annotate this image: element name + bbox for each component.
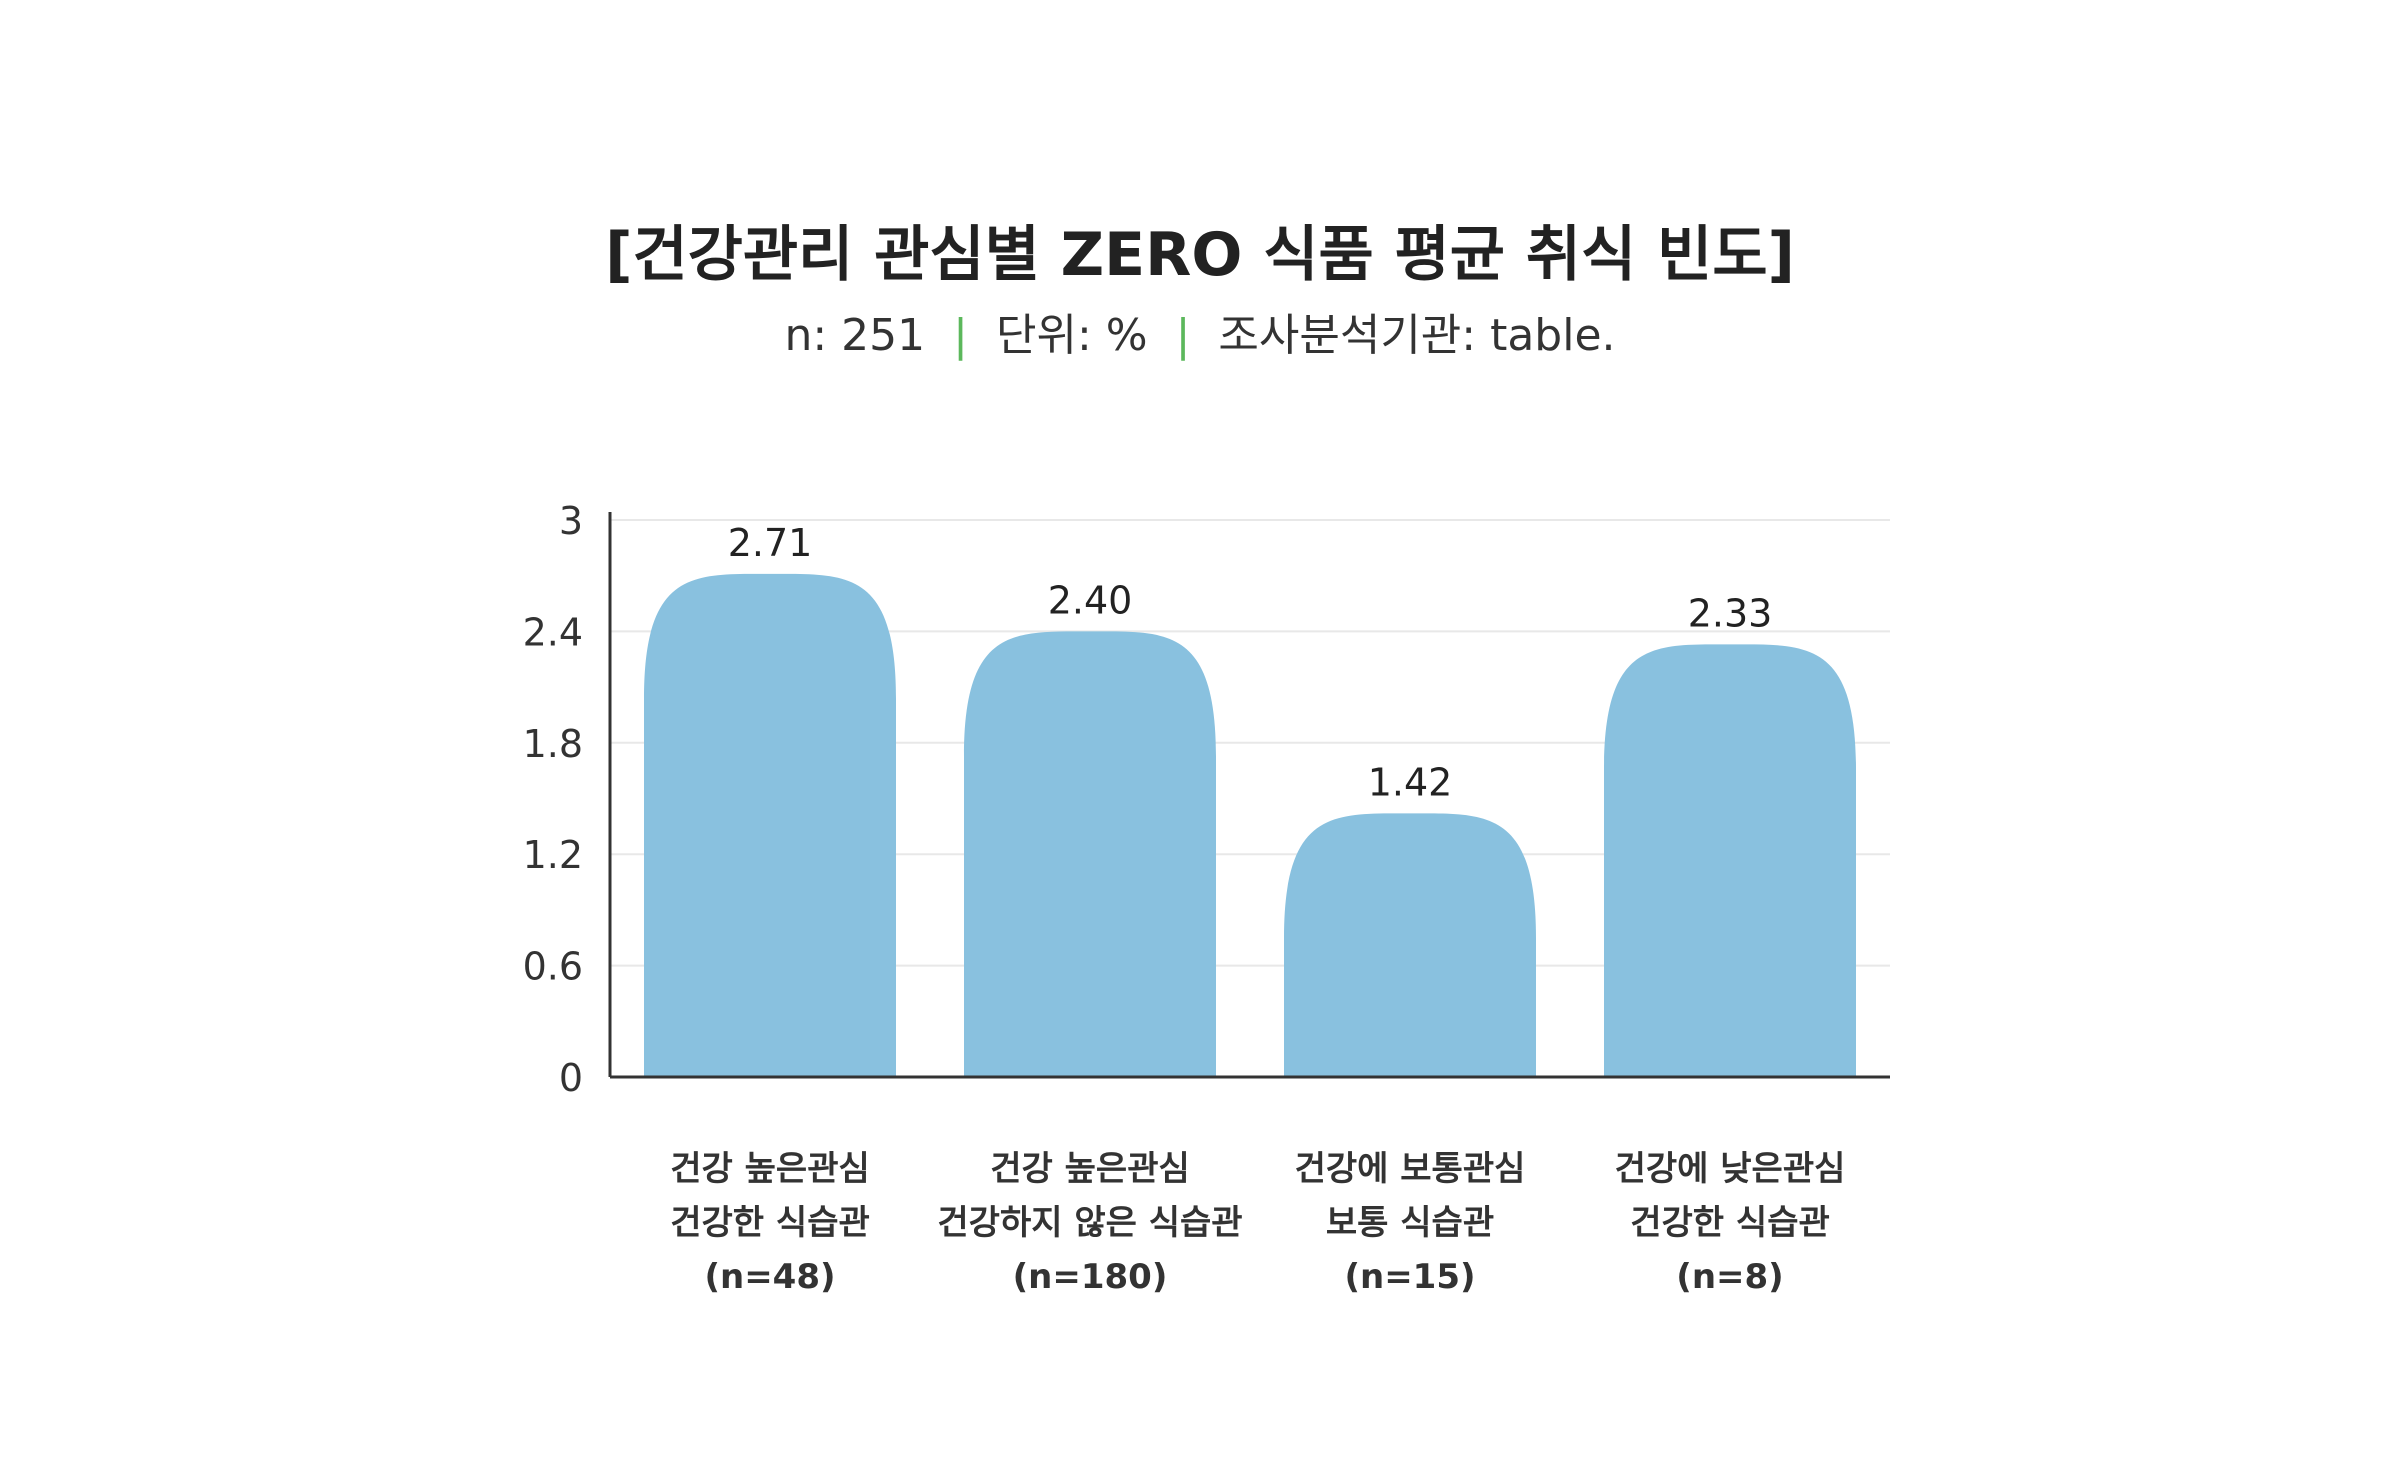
y-tick-label: 0 xyxy=(559,1056,583,1100)
bar xyxy=(1604,644,1856,1077)
bar-value-label: 2.40 xyxy=(1048,578,1133,622)
subtitle-separator: | xyxy=(1176,310,1191,361)
bar-value-label: 2.71 xyxy=(728,521,813,565)
bars xyxy=(644,573,1856,1077)
x-category-label-line: 건강 높은관심 xyxy=(990,1149,1190,1189)
x-category-label-line: (n=8) xyxy=(1676,1257,1783,1297)
x-category-label-line: 건강에 보통관심 xyxy=(1295,1149,1526,1189)
x-category-label-line: 건강한 식습관 xyxy=(670,1203,870,1243)
x-category-label-line: 건강하지 않은 식습관 xyxy=(937,1203,1242,1243)
bar-value-label: 1.42 xyxy=(1368,760,1453,804)
y-tick-label: 1.8 xyxy=(523,722,583,766)
y-axis-ticks: 0 0.6 1.2 1.8 2.4 3 xyxy=(523,499,583,1100)
x-category-label-line: 건강에 낮은관심 xyxy=(1615,1149,1846,1189)
source-label: 조사분석기관: table. xyxy=(1218,310,1615,361)
x-category-label-line: 건강 높은관심 xyxy=(670,1149,870,1189)
chart-subtitle: n: 251 | 단위: % | 조사분석기관: table. xyxy=(784,310,1615,361)
subtitle-separator: | xyxy=(953,310,968,361)
y-tick-label: 1.2 xyxy=(523,833,583,877)
y-tick-label: 0.6 xyxy=(523,945,583,989)
chart-title: [건강관리 관심별 ZERO 식품 평균 취식 빈도] xyxy=(605,220,1795,290)
x-category-label-line: (n=180) xyxy=(1013,1257,1168,1297)
unit-label: 단위: % xyxy=(996,310,1148,361)
bar xyxy=(1284,813,1536,1077)
x-category-label-line: (n=48) xyxy=(704,1257,835,1297)
y-tick-label: 3 xyxy=(559,499,583,543)
value-labels: 2.71 2.40 1.42 2.33 xyxy=(728,521,1773,805)
y-tick-label: 2.4 xyxy=(523,610,583,654)
x-category-label-line: (n=15) xyxy=(1344,1257,1475,1297)
bar xyxy=(964,631,1216,1077)
sample-size: n: 251 xyxy=(784,310,925,361)
bar xyxy=(644,573,896,1077)
x-category-label-line: 건강한 식습관 xyxy=(1630,1203,1830,1243)
x-category-label-line: 보통 식습관 xyxy=(1326,1203,1494,1243)
bar-value-label: 2.33 xyxy=(1688,591,1773,635)
